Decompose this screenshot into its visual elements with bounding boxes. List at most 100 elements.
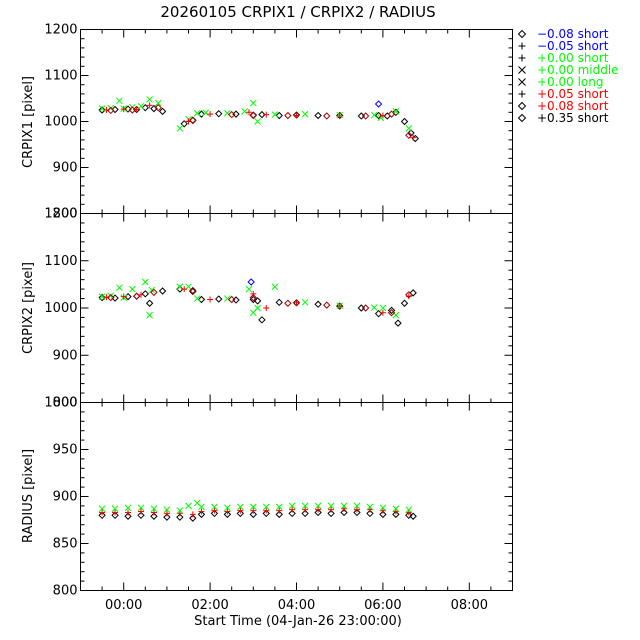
x-tick-label: 06:00 xyxy=(364,598,401,613)
data-point-crpix1 xyxy=(258,110,266,119)
data-point-crpix1 xyxy=(98,106,106,114)
data-point-crpix1 xyxy=(197,110,206,118)
legend-symbol xyxy=(517,29,527,39)
data-point-radius xyxy=(392,508,399,515)
data-point-crpix2 xyxy=(293,299,300,306)
data-point-crpix2 xyxy=(207,296,214,303)
data-point-radius xyxy=(137,508,144,515)
data-point-crpix1 xyxy=(293,112,300,119)
data-point-crpix1 xyxy=(207,111,214,118)
data-point-radius xyxy=(341,505,348,512)
y-tick-label: 850 xyxy=(53,537,78,552)
data-point-radius xyxy=(405,511,413,520)
data-point-radius xyxy=(137,504,145,512)
data-point-crpix2 xyxy=(254,304,261,312)
data-point-crpix1 xyxy=(405,125,413,132)
data-point-crpix2 xyxy=(394,319,402,327)
data-point-crpix1 xyxy=(202,109,210,117)
data-point-crpix2 xyxy=(263,305,270,311)
data-point-crpix2 xyxy=(132,292,141,300)
data-point-crpix1 xyxy=(128,106,137,114)
data-point-radius xyxy=(185,502,192,510)
data-point-radius xyxy=(211,503,218,511)
data-point-crpix2 xyxy=(215,295,223,303)
data-point-crpix1 xyxy=(107,106,115,115)
data-point-crpix1 xyxy=(227,110,236,119)
data-point-crpix1 xyxy=(158,107,167,116)
y-tick-label: 1000 xyxy=(44,115,77,130)
legend-symbol xyxy=(518,42,526,50)
data-point-crpix1 xyxy=(189,116,197,125)
data-point-crpix2 xyxy=(98,293,106,302)
y-tick-label: 800 xyxy=(53,584,78,599)
data-point-crpix1 xyxy=(374,100,383,108)
data-point-crpix1 xyxy=(146,102,153,109)
data-point-crpix1 xyxy=(111,105,119,114)
data-point-radius xyxy=(366,509,374,518)
y-tick-label: 800 xyxy=(53,396,78,411)
data-point-crpix1 xyxy=(271,111,279,118)
data-point-radius xyxy=(379,504,387,512)
data-point-radius xyxy=(125,509,132,516)
data-point-crpix2 xyxy=(189,286,197,295)
legend-symbol xyxy=(518,90,526,98)
data-point-crpix2 xyxy=(361,304,370,312)
data-point-crpix2 xyxy=(271,283,279,291)
data-point-crpix2 xyxy=(145,299,154,307)
data-point-crpix1 xyxy=(146,96,153,103)
ylabel-radius: RADIUS [pixel] xyxy=(21,449,36,543)
data-point-crpix2 xyxy=(107,292,115,300)
data-point-crpix2 xyxy=(132,292,141,300)
y-tick-label: 1200 xyxy=(44,207,77,222)
data-point-radius xyxy=(315,506,322,513)
data-point-radius xyxy=(224,508,231,515)
data-point-radius xyxy=(314,508,322,517)
data-point-crpix1 xyxy=(405,131,413,140)
data-point-radius xyxy=(327,502,335,510)
data-point-radius xyxy=(237,507,244,514)
data-point-radius xyxy=(236,509,245,518)
data-point-crpix1 xyxy=(124,105,132,113)
y-tick-label: 1100 xyxy=(44,254,77,269)
data-point-crpix1 xyxy=(120,106,127,113)
y-tick-label: 1000 xyxy=(44,301,77,316)
data-point-radius xyxy=(210,509,219,518)
legend-label: +0.00 short xyxy=(537,51,609,65)
data-point-crpix2 xyxy=(227,295,236,304)
data-point-crpix2 xyxy=(137,291,144,298)
data-point-crpix2 xyxy=(370,304,378,311)
data-point-crpix1 xyxy=(141,103,150,112)
data-point-crpix1 xyxy=(275,111,283,120)
y-tick-label: 800 xyxy=(53,207,78,222)
chart-title: 20260105 CRPIX1 / CRPIX2 / RADIUS xyxy=(160,3,435,21)
x-tick-label: 02:00 xyxy=(191,598,228,613)
data-point-radius xyxy=(276,507,283,514)
legend-label: +0.35 short xyxy=(537,111,609,125)
data-point-crpix1 xyxy=(263,111,270,118)
data-point-crpix2 xyxy=(409,289,417,297)
data-point-radius xyxy=(211,507,218,514)
legend-label: +0.00 long xyxy=(537,75,604,89)
data-point-radius xyxy=(176,513,184,521)
data-point-radius xyxy=(262,503,270,511)
ylabel-crpix1: CRPIX1 [pixel] xyxy=(21,76,36,168)
data-point-crpix2 xyxy=(400,299,409,307)
data-point-radius xyxy=(366,506,373,513)
data-point-crpix2 xyxy=(141,278,149,286)
data-point-crpix1 xyxy=(154,103,162,112)
data-point-radius xyxy=(327,509,335,518)
data-point-radius xyxy=(275,510,283,519)
data-point-crpix2 xyxy=(405,291,413,299)
data-point-radius xyxy=(301,509,309,518)
data-point-crpix2 xyxy=(379,309,386,316)
data-point-radius xyxy=(124,512,132,520)
legend-symbol xyxy=(517,113,527,123)
data-point-crpix1 xyxy=(176,125,184,132)
data-point-crpix1 xyxy=(387,110,396,118)
data-point-crpix1 xyxy=(232,110,240,118)
data-point-radius xyxy=(198,503,205,511)
panel-crpix2-frame xyxy=(80,213,513,403)
data-point-crpix2 xyxy=(357,304,366,312)
data-point-radius xyxy=(328,506,335,513)
